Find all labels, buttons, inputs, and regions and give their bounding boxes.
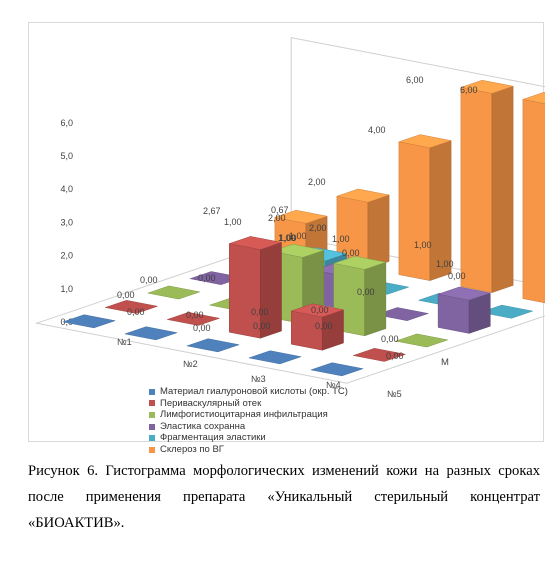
legend-item: Лимфогистиоцитарная инфильтрация [149,409,348,421]
bar-side-face [367,194,390,269]
category-label: №3 [251,374,266,384]
legend-swatch [149,446,155,453]
data-value-label: 1,00 [289,231,307,241]
data-value-label: 0,00 [253,321,271,331]
data-value-label: 0,00 [315,321,333,331]
category-label: №5 [387,389,402,399]
bar-front-face [437,293,470,334]
bar-front-face [460,87,493,293]
z-tick-label: 2,0 [60,251,73,261]
depth-axis-label: М [441,357,449,368]
data-value-label: 0,00 [140,275,158,285]
data-value-label: 0,00 [357,287,375,297]
bar-top-face [521,91,545,104]
data-value-label: 0,00 [386,351,404,361]
legend-label: Лимфогистиоцитарная инфильтрация [160,409,328,421]
bar-top-face [61,314,117,329]
z-tick-label: 5,0 [60,151,73,161]
data-value-label: 1,00 [279,233,297,243]
data-value-label: 2,00 [268,213,286,223]
bar-top-face [185,338,241,353]
data-value-label: 1,00 [436,259,454,269]
legend-swatch [149,388,155,395]
chart-legend: Материал гиалуроновой кислоты (окр. ТС) П… [149,386,348,456]
figure-caption: Рисунок 6. Гистограмма морфологических и… [28,463,540,531]
bar-top-face [397,134,453,149]
category-label: №1 [117,337,132,347]
bar-top-face [247,350,303,365]
legend-label: Периваскулярный отек [160,397,262,409]
legend-item: Периваскулярный отек [149,398,348,410]
bar-front-face [522,99,545,304]
legend-swatch [149,400,155,407]
bar-top-face [290,303,345,318]
legend-item: Фрагментация эластики [149,432,348,444]
data-value-label: 0,00 [448,271,466,281]
data-value-label: 6,00 [460,85,478,95]
bar-top-face [104,300,159,314]
data-value-label: 0,00 [186,310,204,320]
legend-swatch [149,435,155,442]
legend-item: Материал гиалуроновой кислоты (окр. ТС) [149,386,348,398]
category-label: №2 [183,359,198,369]
legend-item: Эластика сохранна [149,421,348,433]
data-value-label: 2,67 [203,206,221,216]
bar-top-face [146,285,201,300]
bar-top-face [309,362,365,377]
chart-frame: 0,01,02,03,04,05,06,0№1№2№3№4№5МЛФ0,000,… [28,22,545,455]
data-value-label: 0,00 [251,307,269,317]
data-value-label: 6,00 [406,75,424,85]
back-wall-outline [290,36,545,237]
data-value-label: 1,00 [224,217,242,227]
chart-svg: 0,01,02,03,04,05,06,0№1№2№3№4№5МЛФ0,000,… [34,36,545,399]
bar-top-face [394,333,449,348]
bar-top-face [352,348,407,362]
data-value-label: 0,00 [198,273,216,283]
z-tick-label: 6,0 [60,118,73,128]
bar-top-face [375,307,430,321]
legend-swatch [149,411,155,418]
data-value-label: 0,00 [117,290,135,300]
data-value-label: 0,00 [127,307,145,317]
bar-front-face [398,141,431,281]
bar-top-face [123,326,179,341]
data-value-label: 0,00 [193,323,211,333]
data-value-label: 2,00 [309,223,327,233]
data-value-label: 0,67 [271,205,289,215]
data-value-label: 1,00 [332,234,350,244]
bar-top-face [459,79,515,94]
bar-top-face [437,286,492,301]
z-tick-label: 4,0 [60,184,73,194]
bar-top-face [335,188,391,203]
bar-side-face [364,261,387,337]
legend-item: Склероз по ВГ [149,444,348,456]
category-label: №4 [326,380,341,390]
bar-top-face [332,255,387,270]
bar-top-face [166,312,221,326]
legend-swatch [149,423,155,430]
bar-top-face [479,304,534,319]
data-value-label: 0,00 [342,248,360,258]
data-value-label: 4,00 [368,125,386,135]
bar-top-face [273,209,329,224]
legend-label: Материал гиалуроновой кислоты (окр. ТС) [160,386,348,397]
data-value-label: 1,00 [414,240,432,250]
z-tick-label: 1,0 [60,284,73,294]
data-value-label: 2,00 [308,177,326,187]
data-value-label: 0,00 [381,334,399,344]
legend-label: Склероз по ВГ [160,443,224,455]
bar-top-face [228,236,283,250]
data-value-label: 0,00 [311,305,329,315]
bar-top-face [270,243,325,258]
bar-side-face [491,85,514,293]
legend-label: Фрагментация эластики [160,432,266,444]
data-value-label: 1,00 [278,233,296,243]
floor-outline [34,236,545,384]
legend-label: Эластика сохранна [160,420,246,432]
z-tick-label: 3,0 [60,217,73,227]
